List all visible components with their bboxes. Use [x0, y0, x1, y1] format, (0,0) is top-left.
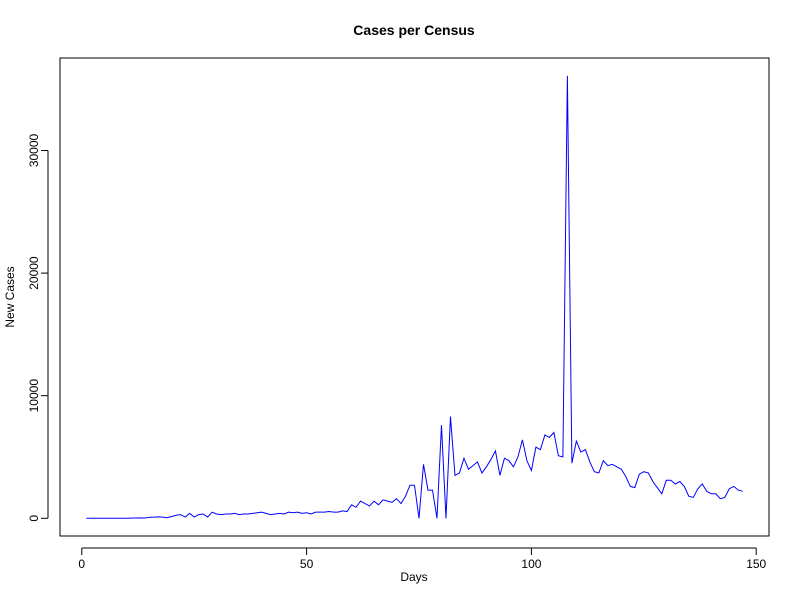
x-tick-label: 50: [300, 557, 314, 571]
x-tick-label: 100: [521, 557, 541, 571]
y-tick-label: 30000: [27, 133, 41, 167]
data-line: [86, 75, 743, 519]
y-axis-label: New Cases: [3, 266, 17, 327]
y-tick-label: 0: [27, 515, 41, 522]
chart-title: Cases per Census: [353, 22, 475, 38]
plot-frame: [59, 57, 770, 537]
x-axis-label: Days: [400, 570, 427, 584]
y-tick-label: 10000: [27, 379, 41, 413]
x-tick-label: 0: [78, 557, 85, 571]
y-tick-label: 20000: [27, 256, 41, 290]
x-tick-label: 150: [746, 557, 766, 571]
